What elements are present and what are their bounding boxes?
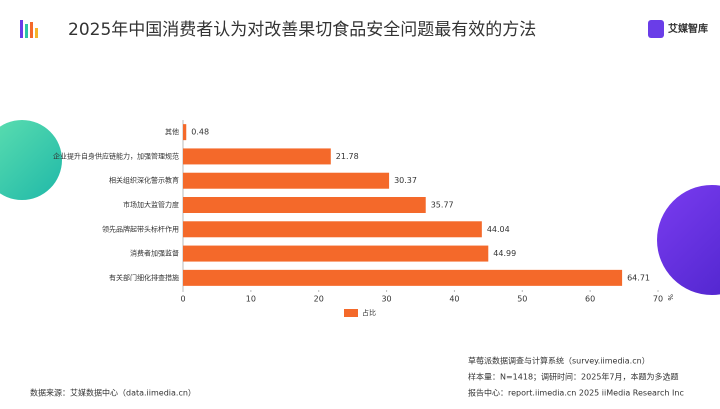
data-label: 35.77 [431,201,454,210]
x-tick-label: 70 [653,295,663,304]
logo: 艾媒智库 [668,22,708,35]
bar [183,269,623,286]
data-label: 30.37 [394,176,417,185]
bar [183,221,482,238]
decor-circle [657,185,720,295]
data-label: 21.78 [336,152,359,161]
legend-label: 占比 [362,308,376,317]
note: 样本量：N=1418；调研时间：2025年7月，本题为多选题 [468,372,679,382]
bar [183,197,426,213]
y-tick-label: 领先品牌起带头标杆作用 [102,224,179,233]
x-tick-label: 30 [381,295,391,304]
note: 草莓派数据调查与计算系统（survey.iimedia.cn） [468,356,650,366]
bar [183,245,489,262]
x-tick-label: 20 [314,295,324,304]
x-tick-label: 60 [585,295,595,304]
y-tick-label: 相关组织深化警示教育 [109,176,179,185]
data-label: 44.99 [493,249,516,258]
legend-swatch [344,309,358,317]
y-tick-label: 企业提升自身供应链能力，加强管理规范 [53,151,179,160]
brand-icon [20,20,38,38]
x-axis-label: % [666,294,674,301]
source: 数据来源：艾媒数据中心（data.iimedia.cn） [30,388,196,398]
bar [183,148,331,165]
bar [183,172,390,189]
y-tick-label: 市场加大监管力度 [123,200,179,209]
y-tick-label: 有关部门细化排查措施 [109,273,179,282]
logo-icon [648,20,664,38]
x-tick-label: 10 [246,295,256,304]
chart-title: 2025年中国消费者认为对改善果切食品安全问题最有效的方法 [68,20,536,40]
x-tick-label: 40 [449,295,459,304]
y-tick-label: 消费者加强监督 [130,249,179,258]
data-label: 0.48 [191,128,209,137]
note: 报告中心：report.iimedia.cn 2025 iiMedia Rese… [468,388,684,398]
x-tick-label: 50 [517,295,527,304]
bar [183,124,187,141]
data-label: 44.04 [487,225,510,234]
x-tick-label: 0 [180,295,185,304]
data-label: 64.71 [627,273,650,282]
y-tick-label: 其他 [165,127,179,136]
decor-circle [0,120,62,200]
